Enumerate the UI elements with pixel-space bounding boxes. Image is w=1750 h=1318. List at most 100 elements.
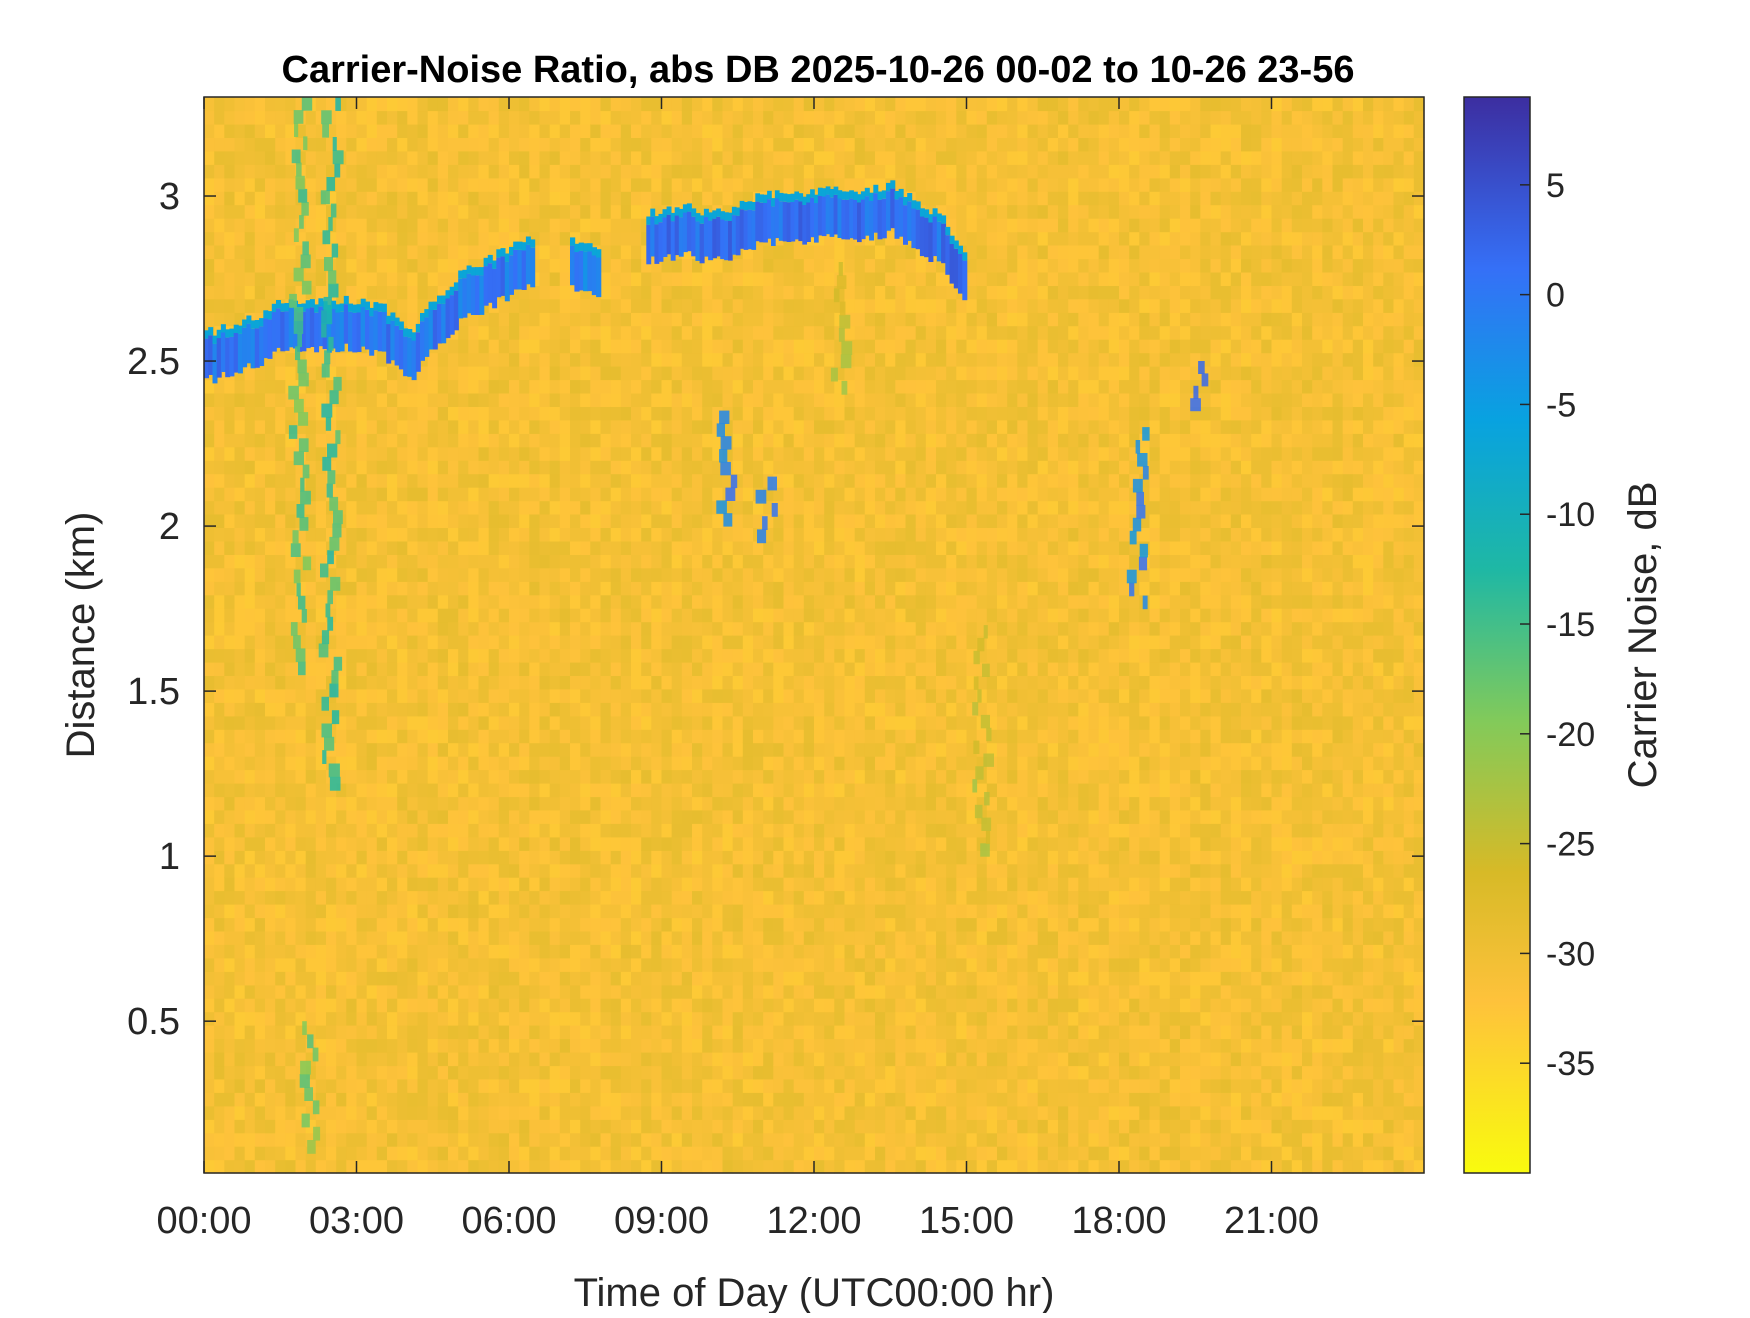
heatmap-cell (305, 648, 317, 663)
heatmap-cell (468, 1146, 480, 1161)
heatmap-cell (478, 204, 490, 219)
heatmap-cell (559, 218, 571, 233)
heatmap-cell (224, 567, 236, 582)
heatmap-cell (478, 1025, 490, 1040)
heatmap-cell (417, 460, 429, 475)
heatmap-cell (509, 1105, 520, 1120)
heatmap-cell (661, 998, 673, 1013)
heatmap-cell (519, 325, 530, 340)
heatmap-cell (803, 406, 815, 421)
heatmap-cell (753, 742, 764, 757)
heatmap-cell (580, 769, 591, 784)
heatmap-cell (712, 594, 724, 609)
heatmap-cell (346, 1011, 358, 1026)
heatmap-cell (285, 783, 297, 798)
heatmap-cell (570, 514, 581, 528)
heatmap-cell (559, 783, 571, 798)
heatmap-cell (254, 809, 266, 824)
heatmap-cell (549, 944, 561, 959)
heatmap-cell (570, 433, 581, 448)
heatmap-cell (275, 460, 286, 475)
heatmap-cell (712, 312, 724, 327)
heatmap-cell (641, 567, 652, 582)
heatmap-cell (763, 796, 774, 811)
heatmap-cell (326, 944, 337, 959)
heatmap-cell (763, 621, 774, 636)
heatmap-cell (387, 998, 398, 1013)
heatmap-cell (763, 1011, 774, 1026)
heatmap-cell (671, 123, 683, 138)
heatmap-cell (498, 366, 510, 381)
heatmap-cell (702, 756, 713, 771)
heatmap-cell (600, 608, 612, 623)
heatmap-cell (732, 514, 744, 528)
heatmap-cell (600, 231, 612, 246)
heatmap-cell (336, 137, 347, 152)
heatmap-cell (824, 1119, 835, 1134)
heatmap-cell (214, 258, 225, 273)
heatmap-cell (539, 1146, 551, 1161)
heatmap-cell (488, 325, 500, 340)
heatmap-cell (448, 675, 459, 690)
heatmap-cell (478, 863, 490, 878)
heatmap-cell (326, 850, 337, 865)
heatmap-cell (387, 433, 398, 448)
heatmap-cell (346, 433, 358, 448)
heatmap-cell (681, 1011, 693, 1026)
heatmap-cell (519, 500, 530, 515)
heatmap-cell (519, 419, 530, 434)
heatmap-cell (478, 850, 490, 865)
heatmap-cell (509, 957, 520, 972)
heatmap-cell (326, 433, 337, 448)
heatmap-cell (397, 231, 408, 246)
heatmap-cell (498, 123, 510, 138)
heatmap-cell (285, 648, 297, 663)
heatmap-cell (702, 164, 713, 179)
heatmap-cell (519, 487, 530, 502)
heatmap-cell (315, 137, 327, 152)
heatmap-cell (488, 581, 500, 596)
heatmap-cell (783, 540, 795, 555)
heatmap-cell (305, 540, 317, 555)
heatmap-cell (315, 433, 327, 448)
heatmap-cell (702, 1092, 713, 1107)
heatmap-cell (407, 702, 419, 717)
heatmap-cell (326, 1011, 337, 1026)
heatmap-cell (346, 540, 358, 555)
heatmap-cell (397, 661, 408, 676)
heatmap-cell (376, 231, 388, 246)
heatmap-cell (610, 97, 622, 112)
heatmap-cell (722, 930, 734, 945)
heatmap-cell (448, 97, 459, 112)
heatmap-cell (834, 1159, 846, 1174)
heatmap-cell (610, 554, 622, 569)
heatmap-cell (427, 554, 439, 569)
heatmap-cell (387, 231, 398, 246)
heatmap-cell (590, 177, 602, 192)
heatmap-cell (478, 366, 490, 381)
heatmap-cell (478, 150, 490, 165)
heatmap-cell (234, 836, 246, 851)
heatmap-cell (326, 715, 337, 730)
heatmap-cell (753, 621, 764, 636)
heatmap-cell (234, 702, 246, 717)
heatmap-cell (224, 164, 236, 179)
heatmap-cell (346, 258, 358, 273)
heatmap-cell (570, 150, 581, 165)
heatmap-cell (773, 446, 785, 461)
heatmap-cell (234, 823, 246, 838)
heatmap-cell (824, 661, 835, 676)
heatmap-cell (580, 204, 591, 219)
heatmap-cell (641, 648, 652, 663)
heatmap-cell (661, 567, 673, 582)
heatmap-cell (468, 756, 480, 771)
heatmap-cell (692, 729, 703, 744)
heatmap-cell (204, 850, 215, 865)
heatmap-cell (559, 271, 571, 286)
heatmap-cell (580, 366, 591, 381)
heatmap-cell (448, 594, 459, 609)
heatmap-cell (590, 1159, 602, 1174)
heatmap-cell (305, 823, 317, 838)
heatmap-cell (590, 715, 602, 730)
heatmap-cell (488, 567, 500, 582)
